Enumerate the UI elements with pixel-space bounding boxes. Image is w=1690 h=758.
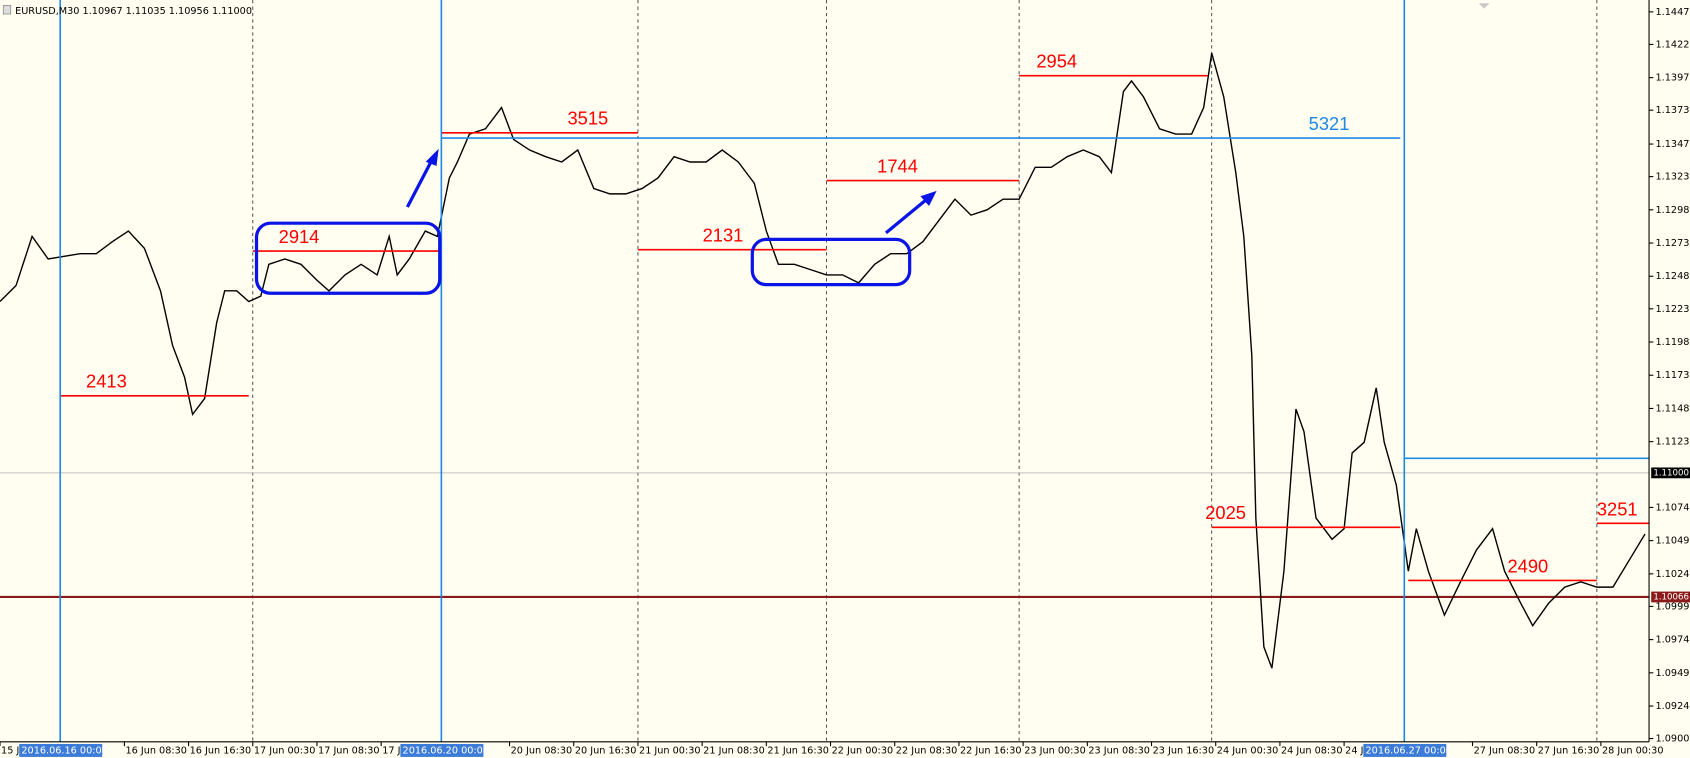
price-label-box — [1651, 591, 1690, 603]
y-tick-label: 1.10490 — [1656, 536, 1690, 547]
level-label: 2490 — [1507, 555, 1548, 576]
chart-title: EURUSD,M30 1.10967 1.11035 1.10956 1.110… — [15, 6, 252, 17]
x-tick-label: 22 Jun 00:30 — [832, 745, 894, 756]
x-tick-label: 27 Jun 08:30 — [1474, 745, 1536, 756]
marker-label-box — [1363, 743, 1447, 757]
price-label: 1.10066 — [1653, 592, 1689, 602]
marker-label: 2016.06.20 00:00 — [403, 745, 489, 756]
x-tick-label: 16 Jun 08:30 — [125, 745, 187, 756]
x-tick-label: 20 Jun 16:30 — [575, 745, 637, 756]
x-tick-label: 17 Ju — [382, 745, 406, 756]
arrow — [884, 196, 931, 235]
level-label: 2025 — [1205, 502, 1246, 523]
x-tick-label: 15 Ju — [1, 745, 25, 756]
arrow — [405, 156, 435, 208]
level-label: 3515 — [567, 108, 608, 129]
marker-label-box — [19, 743, 103, 757]
level-label: 2954 — [1036, 51, 1077, 72]
level-label: 2131 — [703, 225, 744, 246]
y-tick-label: 1.12480 — [1656, 271, 1690, 282]
x-tick-label: 24 Jun 00:30 — [1217, 745, 1279, 756]
arrowhead — [425, 148, 439, 167]
scroll-marker — [1478, 3, 1490, 9]
y-tick-label: 1.11485 — [1656, 403, 1690, 414]
x-tick-label: 17 Jun 00:30 — [254, 745, 316, 756]
y-tick-label: 1.09495 — [1656, 668, 1690, 679]
x-tick-label: 24 Jun 08:30 — [1281, 745, 1343, 756]
y-tick-label: 1.12730 — [1656, 238, 1690, 249]
x-tick-label: 24 Jun — [1345, 745, 1376, 756]
y-tick-label: 1.12235 — [1656, 304, 1690, 315]
level-label: 2914 — [279, 226, 320, 247]
y-tick-label: 1.13230 — [1656, 172, 1690, 183]
x-tick-label: 17 Jun 08:30 — [318, 745, 380, 756]
x-tick-label: 22 Jun 16:30 — [960, 745, 1022, 756]
marker-label-box — [400, 743, 484, 757]
y-tick-label: 1.13730 — [1656, 105, 1690, 116]
y-tick-label: 1.10740 — [1656, 502, 1690, 513]
x-tick-label: 21 Jun 08:30 — [703, 745, 765, 756]
y-tick-label: 1.12980 — [1656, 205, 1690, 216]
level-label: 2413 — [86, 371, 127, 392]
y-tick-label: 1.11735 — [1656, 370, 1690, 381]
price-label: 1.11000 — [1653, 468, 1689, 478]
y-tick-label: 1.14470 — [1656, 7, 1690, 18]
y-tick-label: 1.14225 — [1656, 39, 1690, 50]
x-tick-label: 23 Jun 08:30 — [1088, 745, 1150, 756]
x-tick-label: 27 Jun 16:30 — [1538, 745, 1600, 756]
y-tick-label: 1.11235 — [1656, 437, 1690, 448]
x-tick-label: 21 Jun 16:30 — [767, 745, 829, 756]
x-tick-label: 22 Jun 08:30 — [896, 745, 958, 756]
x-tick-label: 28 Jun 00:30 — [1602, 745, 1664, 756]
symbol-icon — [2, 5, 12, 15]
y-tick-label: 1.10240 — [1656, 569, 1690, 580]
y-tick-label: 1.09745 — [1656, 635, 1690, 646]
y-tick-label: 1.09245 — [1656, 701, 1690, 712]
highlight-box — [750, 237, 912, 287]
x-tick-label: 21 Jun 00:30 — [639, 745, 701, 756]
highlight-box — [254, 221, 442, 295]
x-tick-label: 23 Jun 00:30 — [1024, 745, 1086, 756]
y-tick-label: 1.11985 — [1656, 337, 1690, 348]
marker-label: 2016.06.16 00:00 — [21, 745, 107, 756]
y-tick-label: 1.09000 — [1656, 734, 1690, 745]
y-tick-label: 1.09995 — [1656, 601, 1690, 612]
y-tick-label: 1.13475 — [1656, 139, 1690, 150]
arrowhead — [920, 190, 937, 206]
level-label: 5321 — [1309, 113, 1350, 134]
level-label: 1744 — [877, 155, 918, 176]
x-tick-label: 20 Jun 08:30 — [511, 745, 573, 756]
marker-label: 2016.06.27 00:00 — [1365, 745, 1451, 756]
x-tick-label: 23 Jun 16:30 — [1153, 745, 1215, 756]
price-line-series — [0, 52, 1646, 669]
x-tick-label: 16 Jun 16:30 — [190, 745, 252, 756]
y-tick-label: 1.13975 — [1656, 73, 1690, 84]
price-label-box — [1651, 467, 1690, 479]
level-label: 3251 — [1597, 498, 1638, 519]
